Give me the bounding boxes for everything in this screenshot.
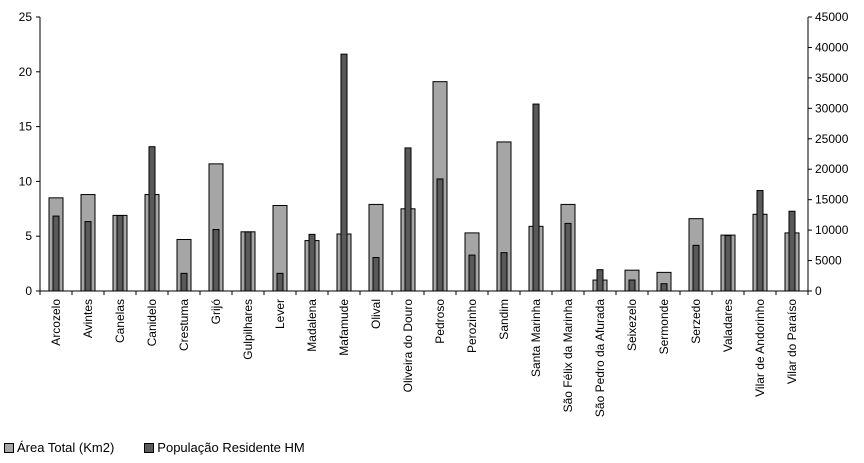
x-tick-label: Serzedo — [689, 299, 703, 344]
y-right-tick-label: 20000 — [815, 162, 849, 176]
y-right-tick-label: 40000 — [815, 40, 849, 54]
legend-label-area: Área Total (Km2) — [17, 440, 115, 455]
x-tick-label: Crestuma — [177, 299, 191, 351]
x-tick-label: Seixezelo — [625, 299, 639, 351]
legend-swatch-area — [4, 442, 14, 453]
bar-population — [756, 190, 764, 292]
bar-population — [180, 272, 188, 292]
x-tick-label: Canidelo — [145, 299, 159, 347]
x-tick-label: São Pedro da Afurada — [593, 299, 607, 417]
bar-population — [244, 231, 252, 292]
y-right-tick-label: 35000 — [815, 71, 849, 85]
bar-population — [788, 210, 796, 292]
y-right-tick-label: 0 — [815, 284, 822, 298]
bar-population — [52, 215, 60, 292]
x-tick-label: Oliveira do Douro — [401, 299, 415, 393]
bar-population — [564, 222, 572, 292]
y-left-tick-label: 10 — [19, 174, 33, 188]
legend-item-area: Área Total (Km2) — [4, 440, 114, 455]
bar-population — [372, 257, 380, 292]
bar-population — [276, 272, 284, 292]
y-right-tick-label: 10000 — [815, 223, 849, 237]
y-right-tick-label: 15000 — [815, 193, 849, 207]
x-tick-label: Pedroso — [433, 299, 447, 344]
bar-population — [628, 279, 636, 292]
y-right-tick-label: 45000 — [815, 10, 849, 24]
y-right-tick-label: 5000 — [815, 254, 842, 268]
y-left-tick-label: 0 — [25, 284, 32, 298]
x-tick-label: Gulpilhares — [241, 299, 255, 360]
bar-population — [212, 229, 220, 292]
legend-item-population: População Residente HM — [144, 440, 305, 455]
x-tick-label: São Félix da Marinha — [561, 299, 575, 413]
bar-population — [340, 53, 348, 292]
x-tick-label: Valadares — [721, 299, 735, 352]
legend-swatch-population — [144, 442, 155, 453]
bar-population — [148, 146, 156, 292]
x-tick-label: Santa Marinha — [529, 299, 543, 377]
bar-population — [596, 269, 604, 292]
x-tick-label: Sandim — [497, 299, 511, 340]
bar-population — [116, 214, 124, 292]
x-tick-label: Vilar do Paraíso — [785, 299, 799, 384]
bar-population — [436, 178, 444, 292]
bar-population — [660, 283, 668, 292]
legend: Área Total (Km2) População Residente HM — [4, 440, 305, 455]
bar-population — [84, 221, 92, 292]
y-right-tick-label: 30000 — [815, 101, 849, 115]
y-left-tick-label: 25 — [19, 10, 33, 24]
x-tick-label: Sermonde — [657, 299, 671, 355]
chart-canvas: 0 5 10 15 20 25 0 5000 10000 15000 20000 25000 30000… — [19, 10, 849, 417]
y-left-tick-label: 5 — [25, 229, 32, 243]
y-left-tick-label: 15 — [19, 120, 33, 134]
y-right-tick-label: 25000 — [815, 132, 849, 146]
y-left-tick-label: 20 — [19, 65, 33, 79]
x-tick-label: Canelas — [113, 299, 127, 343]
x-tick-label: Vilar de Andorinho — [753, 299, 767, 397]
legend-label-population: População Residente HM — [157, 440, 305, 455]
x-tick-label: Olival — [369, 299, 383, 329]
x-tick-label: Avintes — [81, 299, 95, 338]
bar-population — [724, 235, 732, 292]
bar-population — [404, 147, 412, 292]
bar-population — [532, 103, 540, 292]
bar-population — [692, 244, 700, 292]
x-tick-label: Perozinho — [465, 299, 479, 353]
bar-population — [468, 254, 476, 292]
x-tick-label: Grijó — [209, 299, 223, 325]
x-tick-label: Arcozelo — [49, 299, 63, 346]
x-tick-label: Mafamude — [337, 299, 351, 356]
bar-population — [308, 233, 316, 292]
bar-population — [500, 252, 508, 292]
x-tick-label: Madalena — [305, 299, 319, 352]
x-tick-label: Lever — [273, 299, 287, 329]
